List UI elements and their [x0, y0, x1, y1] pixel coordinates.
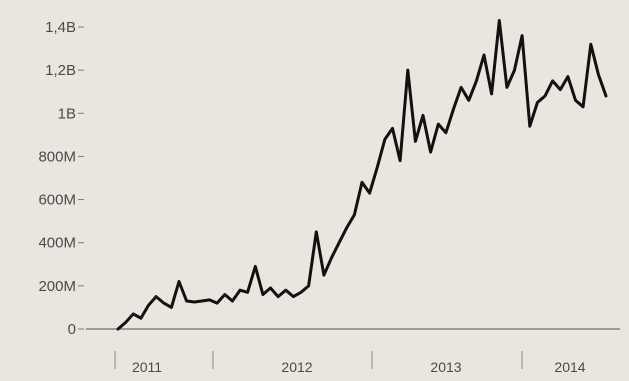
y-tick-label: 600M [38, 192, 76, 209]
x-tick-label: 2011 [132, 359, 162, 375]
x-tick-label: 2014 [554, 359, 585, 375]
y-tick-label: 200M [38, 278, 76, 295]
y-tick-label: 1,2B [45, 62, 76, 79]
y-tick-label: 0 [68, 321, 76, 338]
y-tick-label: 400M [38, 235, 76, 252]
series-line [116, 19, 608, 331]
x-tick-label: 2012 [281, 359, 312, 375]
y-tick-label: 1B [58, 105, 76, 122]
x-tick-label: 2013 [430, 359, 461, 375]
y-tick-label: 800M [38, 148, 76, 165]
x-axis-ticks: 2011 2012 2013 2014 [114, 351, 586, 375]
y-axis-ticks: 0 200M 400M 600M 800M 1B 1,2B 1,4B [38, 19, 84, 338]
y-tick-label: 1,4B [45, 19, 76, 36]
